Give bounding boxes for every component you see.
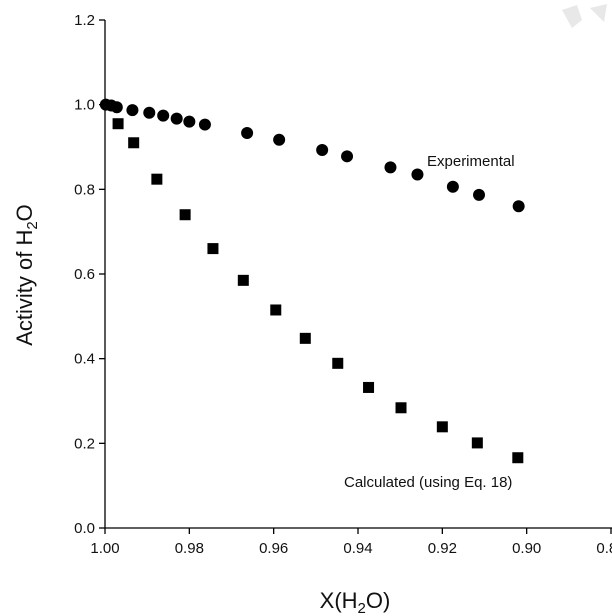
x-axis-title-main: X(H: [320, 588, 358, 613]
experimental-point: [341, 150, 354, 163]
corner-watermark: [562, 4, 607, 28]
calculated-point: [512, 452, 524, 464]
calculated-point: [112, 118, 124, 130]
x-axis-title-tail: O): [366, 588, 390, 613]
y-axis-title: Activity of H2O: [12, 204, 41, 346]
experimental-point: [473, 188, 486, 201]
series-calculated: [112, 118, 524, 464]
calculated-point: [395, 402, 407, 414]
x-tick-label: 1.00: [90, 540, 119, 557]
x-axis-title: X(H2O): [320, 588, 391, 616]
experimental-point: [316, 143, 329, 156]
experimental-point: [384, 161, 397, 174]
experimental-point: [512, 200, 525, 213]
annotation-calculated: Calculated (using Eq. 18): [344, 474, 512, 491]
y-axis-title-tail: O: [12, 204, 37, 221]
y-tick-label: 1.0: [74, 97, 95, 114]
y-tick-label: 0.6: [74, 266, 95, 283]
experimental-point: [143, 106, 156, 119]
plot-frame: [104, 20, 612, 529]
x-tick-label: 0.96: [259, 540, 288, 557]
experimental-point: [110, 101, 123, 114]
watermark-shape-2: [590, 4, 607, 22]
y-tick-label: 0.8: [74, 181, 95, 198]
experimental-point: [411, 168, 424, 181]
x-axis-title-sub: 2: [358, 600, 366, 616]
x-tick-label: 0.92: [428, 540, 457, 557]
calculated-point: [270, 304, 282, 316]
x-tick-label: 0.94: [343, 540, 372, 557]
calculated-point: [207, 243, 219, 255]
y-tick-label: 0.4: [74, 351, 95, 368]
calculated-point: [436, 421, 448, 433]
watermark-shape: [562, 5, 582, 28]
x-ticks: 1.000.980.960.940.920.900.880.86: [90, 528, 612, 557]
y-axis-title-main: Activity of H: [12, 230, 37, 346]
x-tick-label: 0.90: [512, 540, 541, 557]
experimental-point: [241, 127, 254, 140]
calculated-point: [471, 437, 483, 449]
experimental-point: [126, 104, 139, 117]
experimental-point: [273, 133, 286, 146]
calculated-point: [179, 209, 191, 221]
calculated-point: [151, 173, 163, 185]
calculated-point: [237, 274, 249, 286]
experimental-point: [157, 109, 170, 122]
calculated-point: [299, 332, 311, 344]
y-tick-label: 0.2: [74, 435, 95, 452]
calculated-point: [363, 381, 375, 393]
annotation-experimental: Experimental: [427, 153, 515, 170]
series-experimental: [99, 98, 525, 213]
experimental-point: [198, 118, 211, 131]
experimental-point: [170, 112, 183, 125]
y-axis-title-sub: 2: [24, 221, 41, 229]
calculated-point: [128, 137, 140, 149]
y-tick-label: 0.0: [74, 520, 95, 537]
y-ticks: 0.0 0.2 0.4 0.6 0.8 1.0 1.2: [74, 12, 105, 537]
calculated-point: [332, 357, 344, 369]
y-tick-label: 1.2: [74, 12, 95, 29]
experimental-point: [446, 180, 459, 193]
x-tick-label: 0.88: [596, 540, 612, 557]
experimental-point: [183, 115, 196, 128]
x-tick-label: 0.98: [175, 540, 204, 557]
